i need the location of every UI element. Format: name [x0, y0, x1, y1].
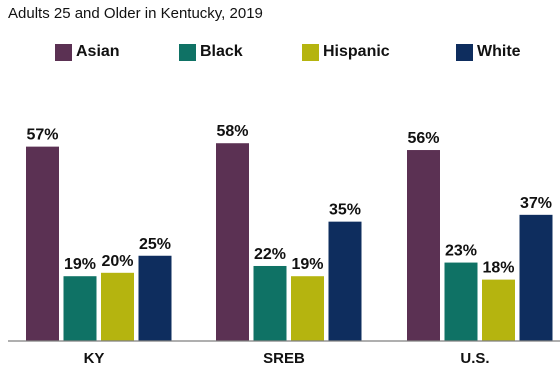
data-label-asian-2: 56%: [407, 130, 439, 147]
bar-white-0: [138, 255, 172, 341]
legend-swatch-black: [179, 43, 196, 61]
legend-item-black: Black: [179, 43, 302, 61]
bar-hispanic-2: [482, 279, 515, 341]
data-label-black-2: 23%: [445, 243, 477, 260]
category-label-0: KY: [84, 350, 105, 366]
bar-hispanic-0: [101, 272, 134, 341]
legend-swatch-asian: [55, 43, 72, 61]
legend-item-white: White: [456, 43, 521, 61]
bar-asian-2: [407, 150, 440, 341]
data-label-asian-0: 57%: [26, 127, 58, 144]
bar-black-0: [63, 276, 97, 341]
legend-label-white: White: [477, 43, 521, 60]
data-label-hispanic-1: 19%: [291, 256, 323, 273]
data-label-hispanic-2: 18%: [482, 260, 514, 277]
legend-swatch-white: [456, 43, 473, 61]
data-label-asian-1: 58%: [216, 123, 248, 140]
data-label-white-0: 25%: [139, 236, 171, 253]
legend-label-black: Black: [200, 43, 243, 60]
bar-hispanic-1: [291, 276, 324, 341]
bar-white-2: [519, 214, 553, 341]
legend-item-asian: Asian: [55, 43, 179, 61]
data-label-black-1: 22%: [254, 246, 286, 263]
legend-label-asian: Asian: [76, 43, 120, 60]
legend-label-hispanic: Hispanic: [323, 43, 390, 60]
bar-white-1: [328, 221, 362, 341]
data-label-black-0: 19%: [64, 256, 96, 273]
data-label-hispanic-0: 20%: [101, 253, 133, 270]
bar-asian-1: [216, 143, 249, 341]
bar-black-2: [444, 262, 478, 341]
category-label-2: U.S.: [460, 350, 489, 366]
legend: Asian Black Hispanic White: [55, 43, 521, 61]
data-label-white-2: 37%: [520, 195, 552, 212]
bar-black-1: [253, 265, 287, 341]
category-label-1: SREB: [263, 350, 305, 366]
bar-asian-0: [26, 146, 59, 341]
legend-item-hispanic: Hispanic: [302, 43, 456, 61]
data-label-white-1: 35%: [329, 202, 361, 219]
legend-swatch-hispanic: [302, 43, 319, 61]
chart-subtitle: Adults 25 and Older in Kentucky, 2019: [8, 5, 263, 22]
